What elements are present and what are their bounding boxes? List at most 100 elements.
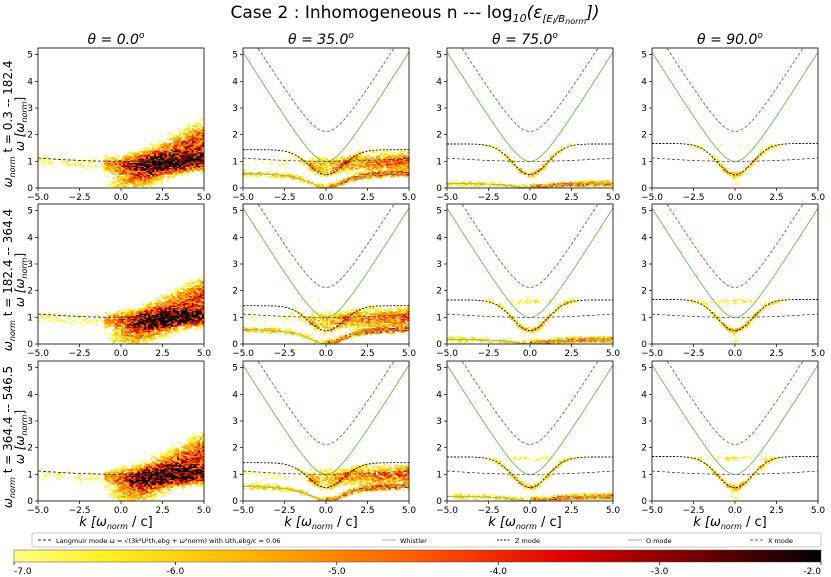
heatmap-cell bbox=[187, 296, 190, 298]
heatmap-cell bbox=[158, 475, 161, 478]
heatmap-cell bbox=[154, 495, 157, 498]
heatmap-cell bbox=[114, 164, 118, 166]
heatmap-cell bbox=[373, 161, 377, 163]
heatmap-cell bbox=[201, 482, 205, 484]
heatmap-cell bbox=[199, 165, 203, 167]
heatmap-cell bbox=[137, 158, 140, 161]
heatmap-cell bbox=[350, 162, 354, 165]
heatmap-cell bbox=[114, 467, 118, 470]
heatmap-cell bbox=[187, 482, 190, 484]
heatmap-cell bbox=[189, 461, 192, 463]
heatmap-cell bbox=[166, 475, 170, 478]
heatmap-cell bbox=[112, 482, 116, 484]
heatmap-cell bbox=[145, 467, 149, 470]
heatmap-cell bbox=[183, 157, 186, 159]
heatmap-cell bbox=[191, 125, 194, 127]
heatmap-cell bbox=[162, 297, 165, 299]
heatmap-cell bbox=[179, 146, 182, 149]
heatmap-cell bbox=[60, 475, 64, 478]
heatmap-cell bbox=[191, 149, 194, 151]
heatmap-cell bbox=[156, 302, 159, 305]
heatmap-cell bbox=[177, 169, 180, 171]
heatmap-cell bbox=[162, 469, 165, 471]
heatmap-cell bbox=[166, 461, 170, 463]
heatmap-cell bbox=[154, 494, 157, 496]
heatmap-cell bbox=[150, 169, 153, 171]
heatmap-cell bbox=[150, 467, 153, 470]
heatmap-cell bbox=[191, 161, 194, 163]
heatmap-cell bbox=[371, 173, 374, 175]
heatmap-cell bbox=[112, 338, 116, 341]
heatmap-cell bbox=[121, 169, 124, 171]
heatmap-cell bbox=[129, 340, 132, 342]
heatmap-cell bbox=[129, 499, 132, 502]
heatmap-cell bbox=[185, 141, 188, 143]
heatmap-cell bbox=[139, 329, 143, 331]
heatmap-cell bbox=[170, 473, 174, 475]
heatmap-cell bbox=[162, 478, 165, 480]
heatmap-cell bbox=[174, 174, 178, 177]
heatmap-cell bbox=[197, 150, 201, 153]
heatmap-cell bbox=[148, 474, 151, 476]
heatmap-cell bbox=[152, 333, 155, 335]
heatmap-cell bbox=[118, 178, 122, 181]
heatmap-cell bbox=[183, 290, 186, 293]
heatmap-cell bbox=[187, 282, 190, 285]
heatmap-cell bbox=[46, 479, 49, 482]
heatmap-cell bbox=[177, 312, 180, 314]
heatmap-cell bbox=[135, 173, 138, 175]
heatmap-cell bbox=[197, 288, 201, 290]
heatmap-cell bbox=[187, 450, 190, 452]
heatmap-cell bbox=[342, 164, 345, 166]
heatmap-cell bbox=[160, 487, 163, 490]
heatmap-cell bbox=[319, 166, 323, 169]
heatmap-cell bbox=[274, 174, 277, 177]
heatmap-cell bbox=[141, 329, 145, 331]
heatmap-cell bbox=[156, 150, 159, 153]
heatmap-cell bbox=[263, 328, 267, 330]
heatmap-cell bbox=[156, 314, 159, 317]
heatmap-cell bbox=[65, 320, 68, 322]
heatmap-cell bbox=[406, 156, 410, 158]
heatmap-cell bbox=[382, 162, 385, 165]
heatmap-cell bbox=[195, 156, 199, 158]
heatmap-cell bbox=[139, 156, 143, 158]
heatmap-cell bbox=[181, 477, 184, 479]
heatmap-cell bbox=[185, 148, 188, 150]
heatmap-cell bbox=[141, 172, 145, 174]
heatmap-cell bbox=[137, 185, 140, 187]
heatmap-cell bbox=[328, 164, 331, 166]
heatmap-cell bbox=[179, 302, 182, 305]
heatmap-cell bbox=[174, 166, 178, 169]
heatmap-cell bbox=[195, 133, 199, 135]
heatmap-cell bbox=[179, 481, 182, 483]
heatmap-cell bbox=[181, 459, 184, 462]
heatmap-cell bbox=[187, 475, 190, 478]
heatmap-cell bbox=[40, 158, 43, 161]
heatmap-cell bbox=[301, 176, 304, 178]
heatmap-cell bbox=[174, 293, 178, 295]
heatmap-cell bbox=[181, 133, 184, 135]
heatmap-cell bbox=[201, 439, 205, 442]
heatmap-cell bbox=[116, 316, 120, 318]
heatmap-cell bbox=[183, 152, 186, 154]
heatmap-cell bbox=[166, 158, 170, 161]
heatmap-cell bbox=[284, 176, 287, 178]
heatmap-cell bbox=[164, 465, 167, 467]
heatmap-cell bbox=[290, 177, 294, 179]
heatmap-cell bbox=[344, 166, 348, 169]
heatmap-cell bbox=[145, 314, 149, 317]
heatmap-cell bbox=[346, 180, 350, 182]
heatmap-cell bbox=[315, 156, 318, 158]
heatmap-cell bbox=[114, 173, 118, 175]
heatmap-cell bbox=[357, 174, 360, 177]
heatmap-cell bbox=[201, 152, 205, 154]
heatmap-cell bbox=[154, 324, 157, 326]
heatmap-cell bbox=[110, 482, 113, 484]
heatmap-cell bbox=[199, 161, 203, 163]
heatmap-cell bbox=[191, 281, 194, 283]
heatmap-cell bbox=[375, 172, 379, 174]
heatmap-cell bbox=[282, 161, 285, 163]
heatmap-cell bbox=[106, 164, 109, 166]
heatmap-cell bbox=[402, 169, 406, 171]
